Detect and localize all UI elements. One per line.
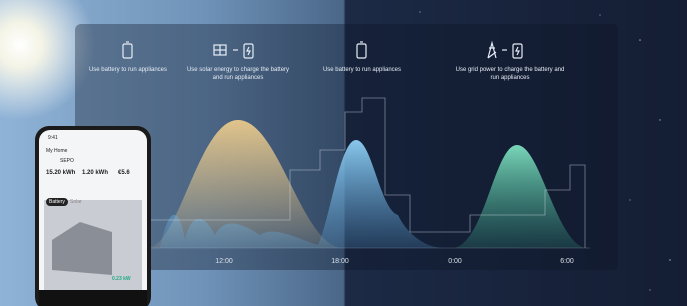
caption: Use solar energy to charge the battery a… [183, 66, 293, 82]
home-name: My Home [46, 148, 67, 154]
time-label: 18:00 [320, 258, 360, 265]
tab-bar [39, 290, 147, 306]
stat: 1.20 kWh [82, 170, 108, 176]
tab[interactable]: Solar [70, 199, 82, 205]
tab[interactable]: Battery [46, 198, 68, 206]
caption: Use battery to run appliances [73, 66, 183, 74]
time-label: 12:00 [204, 258, 244, 265]
status-time: 9:41 [48, 135, 58, 141]
caption: Use battery to run appliances [307, 66, 417, 74]
time-label: 0:00 [435, 258, 475, 265]
house-label: 0.23 kW [112, 276, 131, 282]
caption: Use grid power to charge the battery and… [455, 66, 565, 82]
time-label: 6:00 [547, 258, 587, 265]
stat: €5.6 [118, 170, 130, 176]
weather: SEPO [60, 158, 74, 164]
page: Use battery to run appliances Use solar … [0, 0, 687, 306]
stat: 15.20 kWh [46, 170, 75, 176]
